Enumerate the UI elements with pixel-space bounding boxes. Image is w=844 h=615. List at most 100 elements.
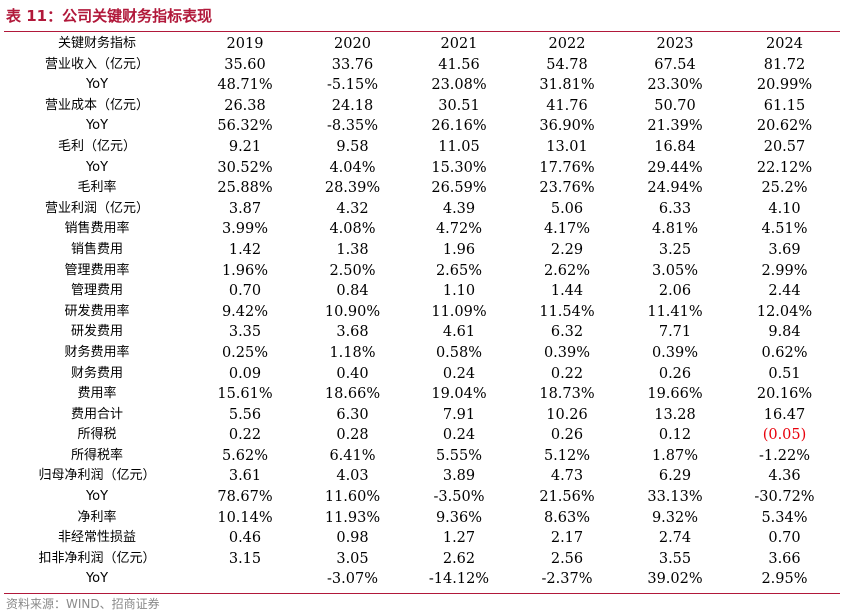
value-cell: 23.76% bbox=[539, 180, 595, 197]
bottom-divider bbox=[4, 593, 840, 594]
row-label: 销售费用率 bbox=[64, 221, 130, 237]
value-cell: 0.58% bbox=[435, 344, 483, 361]
value-cell: 0.25% bbox=[221, 344, 269, 361]
value-cell: 26.59% bbox=[431, 180, 487, 197]
row-label: YoY bbox=[85, 159, 109, 175]
value-cell: 2.56 bbox=[550, 550, 584, 567]
value-cell: 0.98 bbox=[336, 530, 369, 547]
header-cell: 2022 bbox=[548, 36, 586, 52]
value-cell: 2.99% bbox=[761, 262, 808, 279]
value-cell: 4.73 bbox=[550, 468, 584, 485]
table-row: 研发费用 3.35 3.68 4.61 6.32 7.71 9.84 bbox=[4, 322, 840, 343]
value-cell: 7.91 bbox=[442, 406, 476, 423]
table-row: 营业利润（亿元） 3.87 4.32 4.39 5.06 6.33 4.10 bbox=[4, 199, 840, 220]
value-cell: 19.66% bbox=[647, 386, 703, 403]
value-cell: 61.15 bbox=[763, 97, 806, 114]
value-cell: 13.01 bbox=[546, 138, 588, 155]
value-cell: 4.32 bbox=[336, 200, 369, 217]
value-cell: 16.47 bbox=[763, 406, 806, 423]
value-cell: 0.09 bbox=[228, 365, 262, 382]
value-cell: 6.30 bbox=[336, 406, 369, 423]
value-cell: 9.42% bbox=[221, 303, 269, 320]
value-cell: -2.37% bbox=[541, 571, 593, 588]
value-cell: 48.71% bbox=[217, 77, 273, 94]
row-label: 费用合计 bbox=[70, 406, 123, 422]
value-cell: 20.62% bbox=[756, 118, 813, 135]
row-label: 管理费用 bbox=[70, 283, 123, 299]
row-label: 营业利润（亿元） bbox=[44, 200, 149, 216]
value-cell: 3.35 bbox=[228, 324, 262, 341]
value-cell: 4.04% bbox=[329, 159, 376, 176]
table-row: 研发费用率 9.42% 10.90% 11.09% 11.54% 11.41% 12.04% bbox=[4, 302, 840, 323]
value-cell: 67.54 bbox=[654, 56, 696, 73]
value-cell: 0.46 bbox=[228, 530, 262, 547]
value-cell: 5.55% bbox=[435, 447, 483, 464]
value-cell: 4.03 bbox=[336, 468, 369, 485]
value-cell: 1.42 bbox=[228, 241, 262, 258]
value-cell: -3.07% bbox=[327, 571, 378, 588]
row-label: 归母净利润（亿元） bbox=[38, 468, 156, 484]
value-cell: 3.55 bbox=[658, 550, 692, 567]
value-cell: 0.22 bbox=[228, 427, 262, 444]
source-note: 资料来源：WIND、招商证券 bbox=[6, 597, 160, 611]
value-cell: 2.06 bbox=[658, 283, 692, 300]
value-cell: 8.63% bbox=[543, 509, 591, 526]
row-label: YoY bbox=[85, 489, 109, 505]
value-cell: 4.81% bbox=[651, 221, 699, 238]
value-cell: 1.44 bbox=[550, 283, 584, 300]
value-cell: 2.62% bbox=[543, 262, 591, 279]
table-row: YoY 78.67% 11.60% -3.50% 21.56% 33.13% -30.72% bbox=[4, 487, 840, 508]
value-cell: 6.29 bbox=[658, 468, 692, 485]
table-row: YoY 56.32% -8.35% 26.16% 36.90% 21.39% 20.62% bbox=[4, 116, 840, 137]
row-label: 研发费用 bbox=[70, 324, 123, 340]
value-cell: 29.44% bbox=[647, 159, 703, 176]
value-cell: 17.76% bbox=[539, 159, 595, 176]
value-cell: 10.90% bbox=[324, 303, 381, 320]
value-cell: 4.08% bbox=[329, 221, 376, 238]
value-cell: 10.14% bbox=[217, 509, 273, 526]
row-label: 净利率 bbox=[77, 509, 117, 525]
value-cell: 2.17 bbox=[550, 530, 584, 547]
value-cell: 4.61 bbox=[442, 324, 476, 341]
row-label: 所得税率 bbox=[70, 447, 123, 463]
value-cell: 2.29 bbox=[550, 241, 584, 258]
value-cell: 3.61 bbox=[228, 468, 262, 485]
value-cell: 20.16% bbox=[756, 386, 813, 403]
value-cell: 20.99% bbox=[756, 77, 813, 94]
value-cell: 0.24 bbox=[442, 365, 476, 382]
value-cell: 4.17% bbox=[543, 221, 591, 238]
value-cell: 12.04% bbox=[756, 303, 813, 320]
value-cell: 35.60 bbox=[224, 56, 266, 73]
value-cell: 5.12% bbox=[543, 447, 591, 464]
value-cell: 1.96 bbox=[442, 241, 476, 258]
value-cell: 0.39% bbox=[651, 344, 699, 361]
value-cell: 21.39% bbox=[647, 118, 703, 135]
value-cell: 1.38 bbox=[336, 241, 369, 258]
row-label: 管理费用率 bbox=[64, 262, 130, 278]
value-cell: 50.70 bbox=[654, 97, 696, 114]
table-title: 表 11：公司关键财务指标表现 bbox=[6, 7, 213, 25]
table-row: 净利率 10.14% 11.93% 9.36% 8.63% 9.32% 5.34% bbox=[4, 508, 840, 529]
value-cell: 18.73% bbox=[539, 386, 595, 403]
value-cell: 24.94% bbox=[647, 180, 703, 197]
value-cell: 9.32% bbox=[651, 509, 699, 526]
value-cell: 1.18% bbox=[329, 344, 376, 361]
value-cell: 3.66 bbox=[768, 550, 801, 567]
table-row: 财务费用 0.09 0.40 0.24 0.22 0.26 0.51 bbox=[4, 364, 840, 385]
row-label: 所得税 bbox=[77, 427, 117, 443]
header-cell: 关键财务指标 bbox=[57, 36, 136, 51]
row-label: 毛利率 bbox=[77, 180, 117, 196]
header-cell: 2019 bbox=[226, 36, 264, 52]
value-cell: 20.57 bbox=[763, 138, 806, 155]
table-row: 费用合计 5.56 6.30 7.91 10.26 13.28 16.47 bbox=[4, 405, 840, 426]
value-cell: 39.02% bbox=[647, 571, 703, 588]
value-cell: 16.84 bbox=[654, 138, 696, 155]
value-cell: 41.76 bbox=[546, 97, 588, 114]
value-cell: 1.10 bbox=[442, 283, 476, 300]
value-cell: 30.52% bbox=[217, 159, 273, 176]
value-cell: 0.70 bbox=[768, 530, 801, 547]
table-row: YoY -3.07% -14.12% -2.37% 39.02% 2.95% bbox=[4, 569, 840, 590]
header-row: 关键财务指标 2019 2020 2021 2022 2023 2024 bbox=[4, 34, 840, 55]
row-label: 财务费用 bbox=[70, 365, 123, 381]
value-cell: 5.06 bbox=[550, 200, 584, 217]
